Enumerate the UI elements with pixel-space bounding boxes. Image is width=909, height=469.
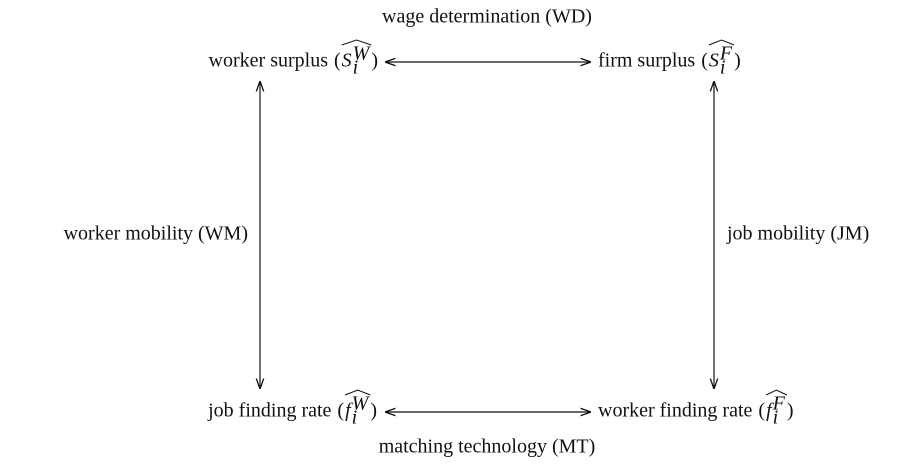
symbol-base: S xyxy=(342,50,352,72)
node-label: firm surplus xyxy=(598,50,695,72)
node-label: worker finding rate xyxy=(598,400,753,422)
symbol-sup: W xyxy=(352,393,371,415)
paren: ) xyxy=(370,400,377,422)
edge-label: matching technology (MT) xyxy=(379,436,596,458)
symbol-sup: F xyxy=(719,43,733,65)
paren: ) xyxy=(787,400,794,422)
hat xyxy=(765,389,788,396)
paren: ( xyxy=(701,50,708,72)
paren: ) xyxy=(734,50,741,72)
paren: ( xyxy=(337,400,344,422)
paren: ( xyxy=(758,400,765,422)
hat xyxy=(708,39,735,46)
edge-label: worker mobility (WM) xyxy=(64,223,248,245)
symbol-sup: W xyxy=(353,43,372,65)
node: job finding rate (f Wi) xyxy=(207,389,377,429)
hat xyxy=(344,389,371,396)
edge-label: job mobility (JM) xyxy=(726,223,869,245)
symbol-sub: i xyxy=(352,407,358,429)
paren: ( xyxy=(334,50,341,72)
symbol-sub: i xyxy=(720,57,726,79)
node-label: job finding rate xyxy=(207,400,331,422)
symbol-base: f xyxy=(345,400,353,422)
edge-label: wage determination (WD) xyxy=(382,6,592,28)
symbol-sub: i xyxy=(353,57,359,79)
symbol-sup: F xyxy=(772,393,786,415)
symbol-base: S xyxy=(709,50,719,72)
symbol-base: f xyxy=(766,400,774,422)
hat xyxy=(341,39,372,46)
node: firm surplus (S Fi) xyxy=(598,39,741,79)
node: worker surplus(S Wi) xyxy=(209,39,378,79)
symbol-sub: i xyxy=(773,407,779,429)
paren: ) xyxy=(371,50,378,72)
node: worker finding rate(f Fi) xyxy=(598,389,794,429)
node-label: worker surplus xyxy=(209,50,329,72)
